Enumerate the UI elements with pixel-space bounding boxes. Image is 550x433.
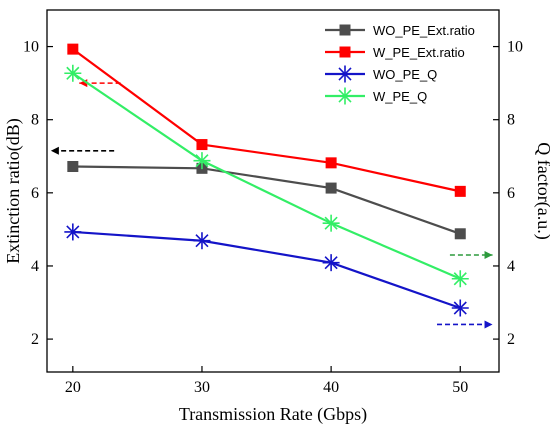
y-tick-label-right: 8 — [507, 112, 515, 129]
y-tick-label-left: 6 — [31, 185, 39, 202]
marker-asterisk — [336, 65, 354, 83]
legend-label: W_PE_Ext.ratio — [373, 45, 465, 60]
y-axis-title-left: Extinction ratio(dB) — [3, 118, 24, 263]
series-W_PE_Q — [64, 64, 469, 288]
series-layer — [64, 43, 469, 317]
marker-square — [339, 24, 351, 36]
series-line — [72, 48, 461, 193]
marker-asterisk — [193, 152, 211, 170]
series-WO_PE_Q — [64, 223, 469, 317]
y-tick-label-left: 4 — [31, 258, 39, 275]
marker-asterisk-stroke — [324, 216, 338, 230]
marker-square — [196, 139, 208, 151]
series-line — [72, 230, 461, 310]
y-tick-label-right: 2 — [507, 331, 515, 348]
marker-asterisk-stroke — [338, 67, 352, 81]
legend-label: WO_PE_Q — [373, 67, 437, 82]
legend-label: W_PE_Q — [373, 89, 427, 104]
marker-square — [454, 228, 466, 240]
marker-asterisk — [64, 223, 82, 241]
series-line — [72, 165, 461, 235]
marker-asterisk-stroke — [66, 225, 80, 239]
marker-asterisk — [322, 254, 340, 272]
annotation-arrow-head — [484, 320, 493, 329]
marker-asterisk-stroke — [195, 234, 209, 248]
marker-asterisk — [336, 87, 354, 105]
marker-asterisk-stroke — [66, 66, 80, 80]
series-WO_PE_Ext.ratio — [67, 161, 466, 240]
marker-square — [339, 46, 351, 58]
y-tick-label-right: 4 — [507, 258, 515, 275]
marker-asterisk-stroke — [453, 301, 467, 315]
y-axis-title-right: Q factor(a.u.) — [533, 142, 550, 239]
annotation-arrow-head — [484, 250, 493, 259]
annotations — [50, 79, 493, 329]
marker-square — [454, 185, 466, 197]
marker-asterisk-stroke — [338, 89, 352, 103]
ticks: 20 30 40 50 2 4 6 8 10 2 4 6 8 10 — [23, 39, 523, 396]
marker-square — [67, 161, 79, 173]
legend: WO_PE_Ext.ratio W_PE_Ext.ratio WO_PE_Q W_PE… — [325, 23, 475, 105]
y-tick-label-right: 10 — [507, 39, 523, 56]
marker-asterisk — [451, 270, 469, 288]
marker-square — [325, 157, 337, 169]
x-tick-label: 40 — [323, 379, 339, 396]
marker-asterisk-stroke — [195, 154, 209, 168]
marker-asterisk-stroke — [324, 256, 338, 270]
marker-square — [67, 43, 79, 55]
plot-frame — [46, 9, 500, 373]
marker-asterisk — [193, 232, 211, 250]
y-tick-label-right: 6 — [507, 185, 515, 202]
x-tick-label: 20 — [65, 379, 81, 396]
legend-label: WO_PE_Ext.ratio — [373, 23, 475, 38]
y-tick-label-left: 10 — [23, 39, 39, 56]
x-axis-title: Transmission Rate (Gbps) — [179, 404, 367, 425]
marker-asterisk — [451, 299, 469, 317]
y-tick-label-left: 8 — [31, 112, 39, 129]
marker-asterisk — [64, 64, 82, 82]
marker-square — [325, 182, 337, 194]
annotation-arrow-head — [50, 146, 59, 155]
x-tick-label: 30 — [194, 379, 210, 396]
marker-asterisk-stroke — [453, 272, 467, 286]
x-tick-label: 50 — [452, 379, 468, 396]
series-W_PE_Ext.ratio — [67, 43, 466, 197]
y-tick-label-left: 2 — [31, 331, 39, 348]
series-line — [72, 72, 461, 280]
marker-asterisk — [322, 214, 340, 232]
